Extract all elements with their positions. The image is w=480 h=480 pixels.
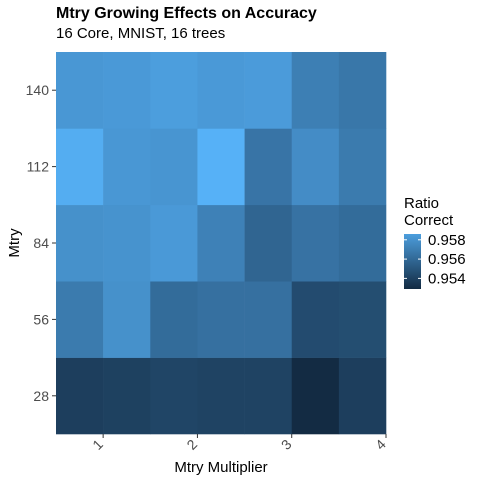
x-axis: 1 2 3 4 — [89, 434, 389, 453]
heatmap-cell — [56, 204, 104, 282]
heatmap-cell — [291, 204, 340, 282]
y-axis: 28 56 84 112 140 — [26, 82, 56, 404]
legend-labels: 0.954 0.956 0.958 — [428, 232, 466, 288]
legend-title-line-1: Ratio — [404, 195, 439, 212]
chart-title: Mtry Growing Effects on Accuracy — [56, 5, 317, 22]
heatmap-cell — [56, 52, 104, 129]
heatmap-cell — [197, 204, 245, 282]
heatmap-cell — [103, 357, 151, 435]
heatmap-cell — [103, 281, 151, 358]
y-tick-label: 28 — [33, 388, 49, 404]
heatmap-cell — [244, 52, 293, 129]
heatmap-cell — [197, 281, 245, 358]
y-tick-label: 56 — [33, 311, 49, 327]
chart-subtitle: 16 Core, MNIST, 16 trees — [56, 25, 225, 42]
heatmap-cell — [291, 128, 340, 206]
heatmap-cell — [56, 281, 104, 358]
y-tick-label: 112 — [27, 159, 50, 175]
heatmap-cell — [338, 357, 387, 435]
y-tick-label: 84 — [33, 235, 49, 251]
heatmap-cell — [244, 357, 293, 435]
heatmap-cell — [244, 128, 293, 206]
heatmap-cell — [197, 128, 245, 206]
heatmap-cell — [56, 128, 104, 206]
heatmap-cell — [150, 128, 198, 206]
heatmap-cell — [150, 52, 198, 129]
legend-label: 0.954 — [428, 270, 466, 287]
heatmap-cell — [150, 281, 198, 358]
legend-label: 0.956 — [428, 251, 466, 268]
y-axis-title: Mtry — [6, 228, 23, 258]
y-tick-label: 140 — [26, 82, 50, 98]
legend-colorbar — [404, 234, 421, 289]
heatmap-cell — [338, 204, 387, 282]
legend-title-line-2: Correct — [404, 212, 454, 229]
heatmap-cell — [338, 128, 387, 206]
heatmap-cell — [338, 281, 387, 358]
x-axis-title: Mtry Multiplier — [174, 459, 267, 476]
heatmap-cell — [56, 357, 104, 435]
heatmap-cell — [244, 281, 293, 358]
heatmap-cell — [244, 204, 293, 282]
heatmap-cell — [103, 128, 151, 206]
heatmap-cell — [291, 357, 340, 435]
x-tick-label: 3 — [278, 436, 295, 453]
heatmap-tiles — [56, 52, 387, 435]
legend-label: 0.958 — [428, 232, 466, 249]
heatmap-cell — [103, 204, 151, 282]
x-tick-label: 1 — [89, 436, 106, 453]
legend-gradient-bar — [404, 234, 421, 289]
heatmap-cell — [197, 357, 245, 435]
heatmap-cell — [150, 204, 198, 282]
x-tick-label: 2 — [183, 436, 200, 453]
heatmap-cell — [291, 281, 340, 358]
x-tick-label: 4 — [372, 436, 389, 453]
heatmap-cell — [103, 52, 151, 129]
heatmap-cell — [291, 52, 340, 129]
heatmap-cell — [150, 357, 198, 435]
heatmap-cell — [197, 52, 245, 129]
heatmap-cell — [338, 52, 387, 129]
legend: Ratio Correct 0.954 0.956 0.958 — [404, 195, 466, 289]
